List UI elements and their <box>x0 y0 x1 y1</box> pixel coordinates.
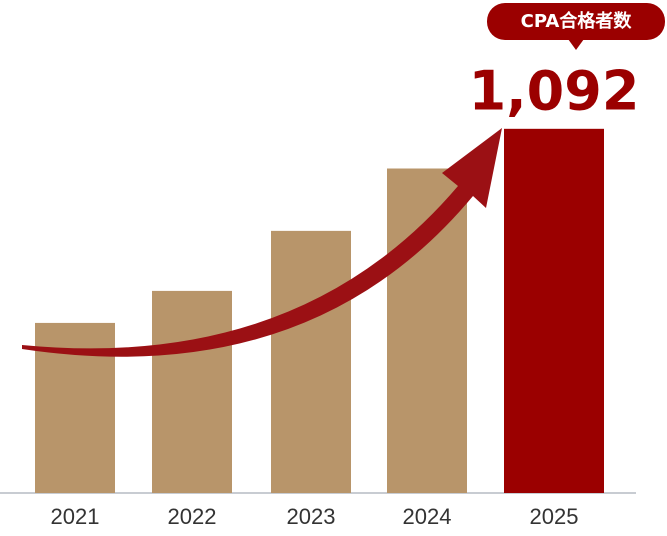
x-tick-label: 2024 <box>403 504 452 529</box>
growth-arrow <box>22 128 502 357</box>
bar <box>271 230 351 493</box>
bar <box>387 168 467 493</box>
x-tick-label: 2021 <box>51 504 100 529</box>
bar <box>152 290 232 493</box>
x-tick-label: 2025 <box>530 504 579 529</box>
x-tick-label: 2023 <box>287 504 336 529</box>
bar <box>504 128 604 493</box>
callout-pointer <box>568 39 584 50</box>
callout-box <box>487 3 665 40</box>
x-tick-label: 2022 <box>168 504 217 529</box>
highlight-value-label: 1,092 <box>469 59 640 122</box>
callout-text: CPA合格者数 <box>521 10 633 32</box>
